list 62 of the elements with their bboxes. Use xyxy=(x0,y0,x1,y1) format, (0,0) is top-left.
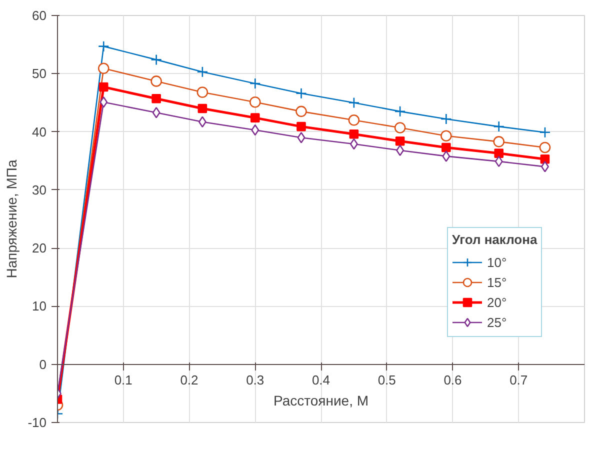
point xyxy=(198,116,206,128)
point xyxy=(196,66,208,78)
point xyxy=(348,97,360,108)
x-tick-label: 0.6 xyxy=(444,372,462,388)
point xyxy=(98,82,108,92)
point xyxy=(152,94,161,104)
point xyxy=(493,136,505,148)
point xyxy=(296,106,307,118)
point xyxy=(396,144,404,156)
point xyxy=(100,96,108,108)
legend-label: 25° xyxy=(487,314,507,330)
point xyxy=(249,96,261,108)
point xyxy=(152,106,160,118)
point xyxy=(249,78,261,90)
point xyxy=(395,136,405,146)
point xyxy=(394,122,406,134)
point xyxy=(394,106,406,118)
x-tick-label: 0.4 xyxy=(312,372,330,388)
y-tick-label: 0 xyxy=(39,356,47,372)
point xyxy=(442,150,450,162)
point xyxy=(251,124,260,136)
point xyxy=(150,54,162,66)
legend-label: 15° xyxy=(487,274,507,290)
x-tick-label: 0.7 xyxy=(510,372,528,388)
point xyxy=(196,86,208,98)
x-axis-title: Расстояние, М xyxy=(273,392,369,408)
point xyxy=(348,114,360,126)
legend-label: 10° xyxy=(487,254,507,270)
point xyxy=(150,76,162,87)
x-tick-label: 0.2 xyxy=(180,372,198,388)
point xyxy=(296,122,306,132)
point xyxy=(539,142,551,154)
legend-label: 20° xyxy=(487,294,507,310)
point xyxy=(440,130,452,142)
y-tick-label: 10 xyxy=(32,298,47,314)
point xyxy=(494,156,503,168)
x-tick-label: 0.1 xyxy=(114,372,132,388)
y-tick-label: 20 xyxy=(32,240,47,256)
point xyxy=(440,113,452,125)
y-tick-label: -10 xyxy=(28,415,47,430)
point xyxy=(297,132,306,144)
x-tick-label: 0.5 xyxy=(378,372,396,388)
y-tick-label: 40 xyxy=(32,124,47,140)
point xyxy=(442,142,451,152)
y-tick-label: 60 xyxy=(32,8,47,23)
point xyxy=(539,126,551,138)
point xyxy=(350,138,358,150)
point xyxy=(98,62,110,74)
x-tick-label: 0.3 xyxy=(246,372,264,388)
point xyxy=(493,120,505,132)
legend-title: Угол наклона xyxy=(452,232,538,247)
y-tick-label: 50 xyxy=(32,66,47,82)
point xyxy=(250,113,260,122)
point xyxy=(296,88,307,100)
point xyxy=(540,161,549,172)
y-tick-label: 30 xyxy=(32,182,47,198)
point xyxy=(198,104,208,114)
point xyxy=(540,154,550,164)
y-axis-title: Напряжение, МПа xyxy=(4,160,20,278)
point xyxy=(494,148,504,158)
point xyxy=(349,129,359,139)
point xyxy=(98,40,110,52)
